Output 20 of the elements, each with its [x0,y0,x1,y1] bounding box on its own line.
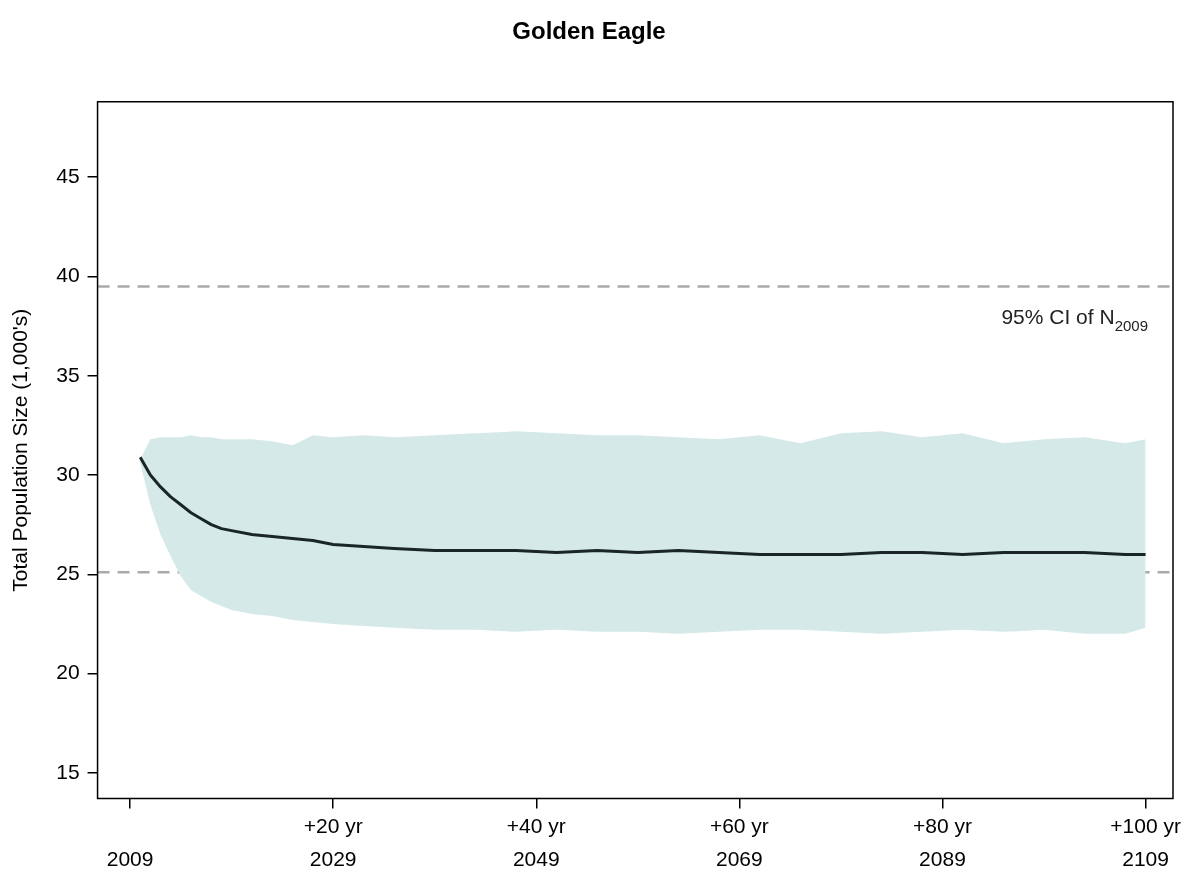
y-tick-label: 15 [56,759,80,783]
y-axis-title: Total Population Size (1,000's) [8,308,32,592]
y-tick-label: 45 [56,164,80,188]
chart-title: Golden Eagle [512,17,666,45]
x-tick-label: 2049 [512,847,560,871]
y-tick-label: 25 [56,561,80,585]
x-tick-label: 2009 [106,847,154,871]
x2-tick-label: +80 yr [913,814,972,837]
x-tick-label: 2069 [716,847,763,871]
x2-tick-label: +20 yr [303,814,363,837]
x2-tick-label: +60 yr [709,814,769,837]
y-tick-label: 40 [56,263,80,287]
x-tick-label: 2109 [1122,847,1169,871]
y-tick-label: 35 [56,362,80,386]
x2-tick-label: +40 yr [506,814,566,837]
x-tick-label: 2089 [919,847,966,871]
x-tick-label: 2029 [309,847,357,871]
y-tick-label: 20 [56,660,80,684]
y-tick-label: 30 [56,461,80,485]
x2-tick-label: +100 yr [1110,814,1181,837]
